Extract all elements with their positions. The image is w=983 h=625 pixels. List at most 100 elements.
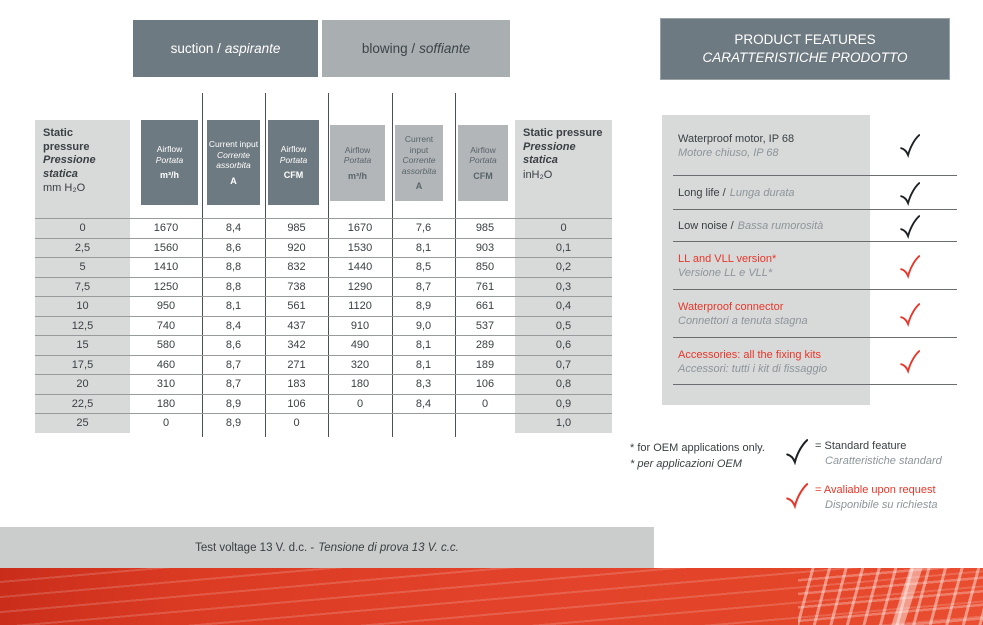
suction-label-italian: aspirante	[224, 41, 281, 56]
table-cell: 0	[356, 397, 364, 410]
table-cell: 1670	[153, 222, 179, 235]
table-cell: 2,5	[74, 241, 91, 254]
table-cell: 5	[79, 261, 86, 274]
table-cell: 20	[76, 378, 89, 391]
table-cell: 8,7	[225, 358, 242, 371]
blowing-header: blowing / soffiante	[322, 20, 510, 77]
table-cell: 0	[162, 417, 170, 430]
table-cell: 8,1	[415, 339, 432, 352]
feature-row: Waterproof connector Connettori a tenuta …	[662, 290, 957, 338]
table-cell: 920	[287, 241, 306, 254]
legend-standard-feature: = Standard feature Caratteristiche stand…	[786, 437, 942, 469]
table-cell: 850	[475, 261, 495, 274]
table-cell: 0	[560, 222, 567, 235]
table-row: 7,5 1250 8,8 738 1290 8,7 761 0,3	[35, 276, 612, 297]
table-cell: 0	[79, 222, 86, 235]
col-header-airflow-m3h-suction: Airflow Portata m³/h	[141, 120, 198, 205]
feature-label-en: Waterproof connector	[678, 301, 784, 313]
oem-footnote: * for OEM applications only. * per appli…	[630, 440, 765, 472]
table-cell: 320	[350, 358, 370, 371]
product-features-title-en: PRODUCT FEATURES	[734, 32, 876, 47]
table-column-divider	[328, 93, 329, 437]
checkmark-icon	[786, 439, 808, 466]
table-cell: 1,0	[555, 417, 572, 430]
blowing-label-italian: soffiante	[419, 41, 471, 56]
table-cell	[392, 414, 455, 433]
legend-request-en: = Avaliable upon request	[815, 484, 936, 496]
table-cell: 12,5	[71, 319, 94, 332]
table-row: 22,5 180 8,9 106 0 8,4 0 0,9	[35, 393, 612, 414]
table-row: 0 1670 8,4 985 1670 7,6 985 0	[35, 218, 612, 238]
table-cell: 985	[287, 222, 306, 235]
table-cell: 8,7	[225, 378, 242, 391]
feature-label-it: Accessori: tutti i kit di fissaggio	[678, 362, 828, 375]
table-cell: 8,7	[415, 280, 432, 293]
decorative-lattice	[798, 568, 983, 625]
table-row: 10 950 8,1 561 1120 8,9 661 0,4	[35, 296, 612, 316]
feature-label-en: Accessories: all the fixing kits	[678, 348, 822, 361]
feature-text: LL and VLL version* Versione LL e VLL*	[662, 252, 862, 280]
table-cell: 1670	[347, 222, 373, 235]
table-cell: 985	[475, 222, 495, 235]
legend-standard-en: = Standard feature	[815, 440, 907, 452]
table-row: 5 1410 8,8 832 1440 8,5 850 0,2	[35, 257, 612, 277]
col-header-current-blowing: Current input Corrente assorbita A	[395, 125, 443, 201]
table-cell: 106	[475, 378, 495, 391]
feature-label-en: Low noise /	[678, 220, 734, 232]
performance-table: 0 1670 8,4 985 1670 7,6 985 0 2,5 1560 8,6 920 1530 8…	[35, 218, 612, 433]
table-cell: 8,8	[225, 280, 242, 293]
table-cell: 7,5	[74, 280, 91, 293]
table-cell: 7,6	[415, 222, 432, 235]
table-cell: 8,3	[415, 378, 432, 391]
table-cell: 17,5	[71, 358, 94, 371]
table-cell: 9,0	[415, 319, 432, 332]
checkmark-icon-black	[862, 214, 957, 239]
table-cell: 561	[287, 300, 306, 313]
table-cell: 0,2	[555, 261, 572, 274]
col-header-static-left: Static pressure Pressione statica mm H₂O	[43, 127, 96, 194]
feature-label-it: Motore chiuso, IP 68	[678, 146, 779, 159]
feature-label-en: Waterproof motor, IP 68	[678, 132, 795, 145]
table-cell: 537	[475, 319, 495, 332]
table-cell: 8,9	[225, 417, 242, 430]
table-cell: 1250	[153, 280, 179, 293]
col-header-current-suction: Current input Corrente assorbita A	[207, 120, 260, 205]
table-cell: 289	[475, 339, 495, 352]
feature-label-en: LL and VLL version*	[678, 253, 777, 265]
table-cell: 10	[76, 300, 89, 313]
table-cell: 189	[475, 358, 495, 371]
table-cell: 0,5	[555, 319, 572, 332]
table-cell: 1410	[153, 261, 179, 274]
legend-request-it: Disponibile su richiesta	[825, 499, 938, 511]
table-cell: 310	[156, 378, 176, 391]
table-row: 2,5 1560 8,6 920 1530 8,1 903 0,1	[35, 237, 612, 258]
table-cell: 180	[156, 397, 176, 410]
table-cell: 661	[475, 300, 495, 313]
table-cell: 761	[475, 280, 495, 293]
table-cell: 1120	[348, 300, 372, 313]
test-voltage-bar: Test voltage 13 V. d.c. - Tensione di pr…	[0, 527, 654, 568]
table-cell: 490	[350, 339, 370, 352]
product-features-panel: Waterproof motor, IP 68 Motore chiuso, IP…	[662, 115, 957, 405]
feature-row: LL and VLL version* Versione LL e VLL*	[662, 242, 957, 290]
col-header-airflow-cfm-suction: Airflow Portata CFM	[268, 120, 319, 205]
feature-text: Low noise / Bassa rumorosità	[662, 219, 862, 233]
checkmark-icon-black	[862, 133, 957, 158]
table-cell: 8,4	[225, 222, 242, 235]
table-cell: 1440	[347, 261, 373, 274]
table-cell: 183	[287, 378, 306, 391]
table-cell	[328, 414, 392, 433]
table-cell: 8,9	[415, 300, 432, 313]
table-cell: 0,4	[555, 300, 572, 313]
table-cell: 0,8	[555, 378, 572, 391]
feature-text: Accessories: all the fixing kits Accessor…	[662, 348, 862, 376]
feature-text: Waterproof motor, IP 68 Motore chiuso, IP…	[662, 132, 862, 160]
product-features-title: PRODUCT FEATURES CARATTERISTICHE PRODOTT…	[660, 18, 950, 80]
feature-text: Long life / Lunga durata	[662, 186, 862, 200]
table-cell: 8,4	[415, 397, 432, 410]
table-cell: 580	[156, 339, 176, 352]
test-voltage-en: Test voltage 13 V. d.c. -	[195, 541, 315, 554]
table-row: 12,5 740 8,4 437 910 9,0 537 0,5	[35, 315, 612, 336]
table-row: 17,5 460 8,7 271 320 8,1 189 0,7	[35, 354, 612, 375]
